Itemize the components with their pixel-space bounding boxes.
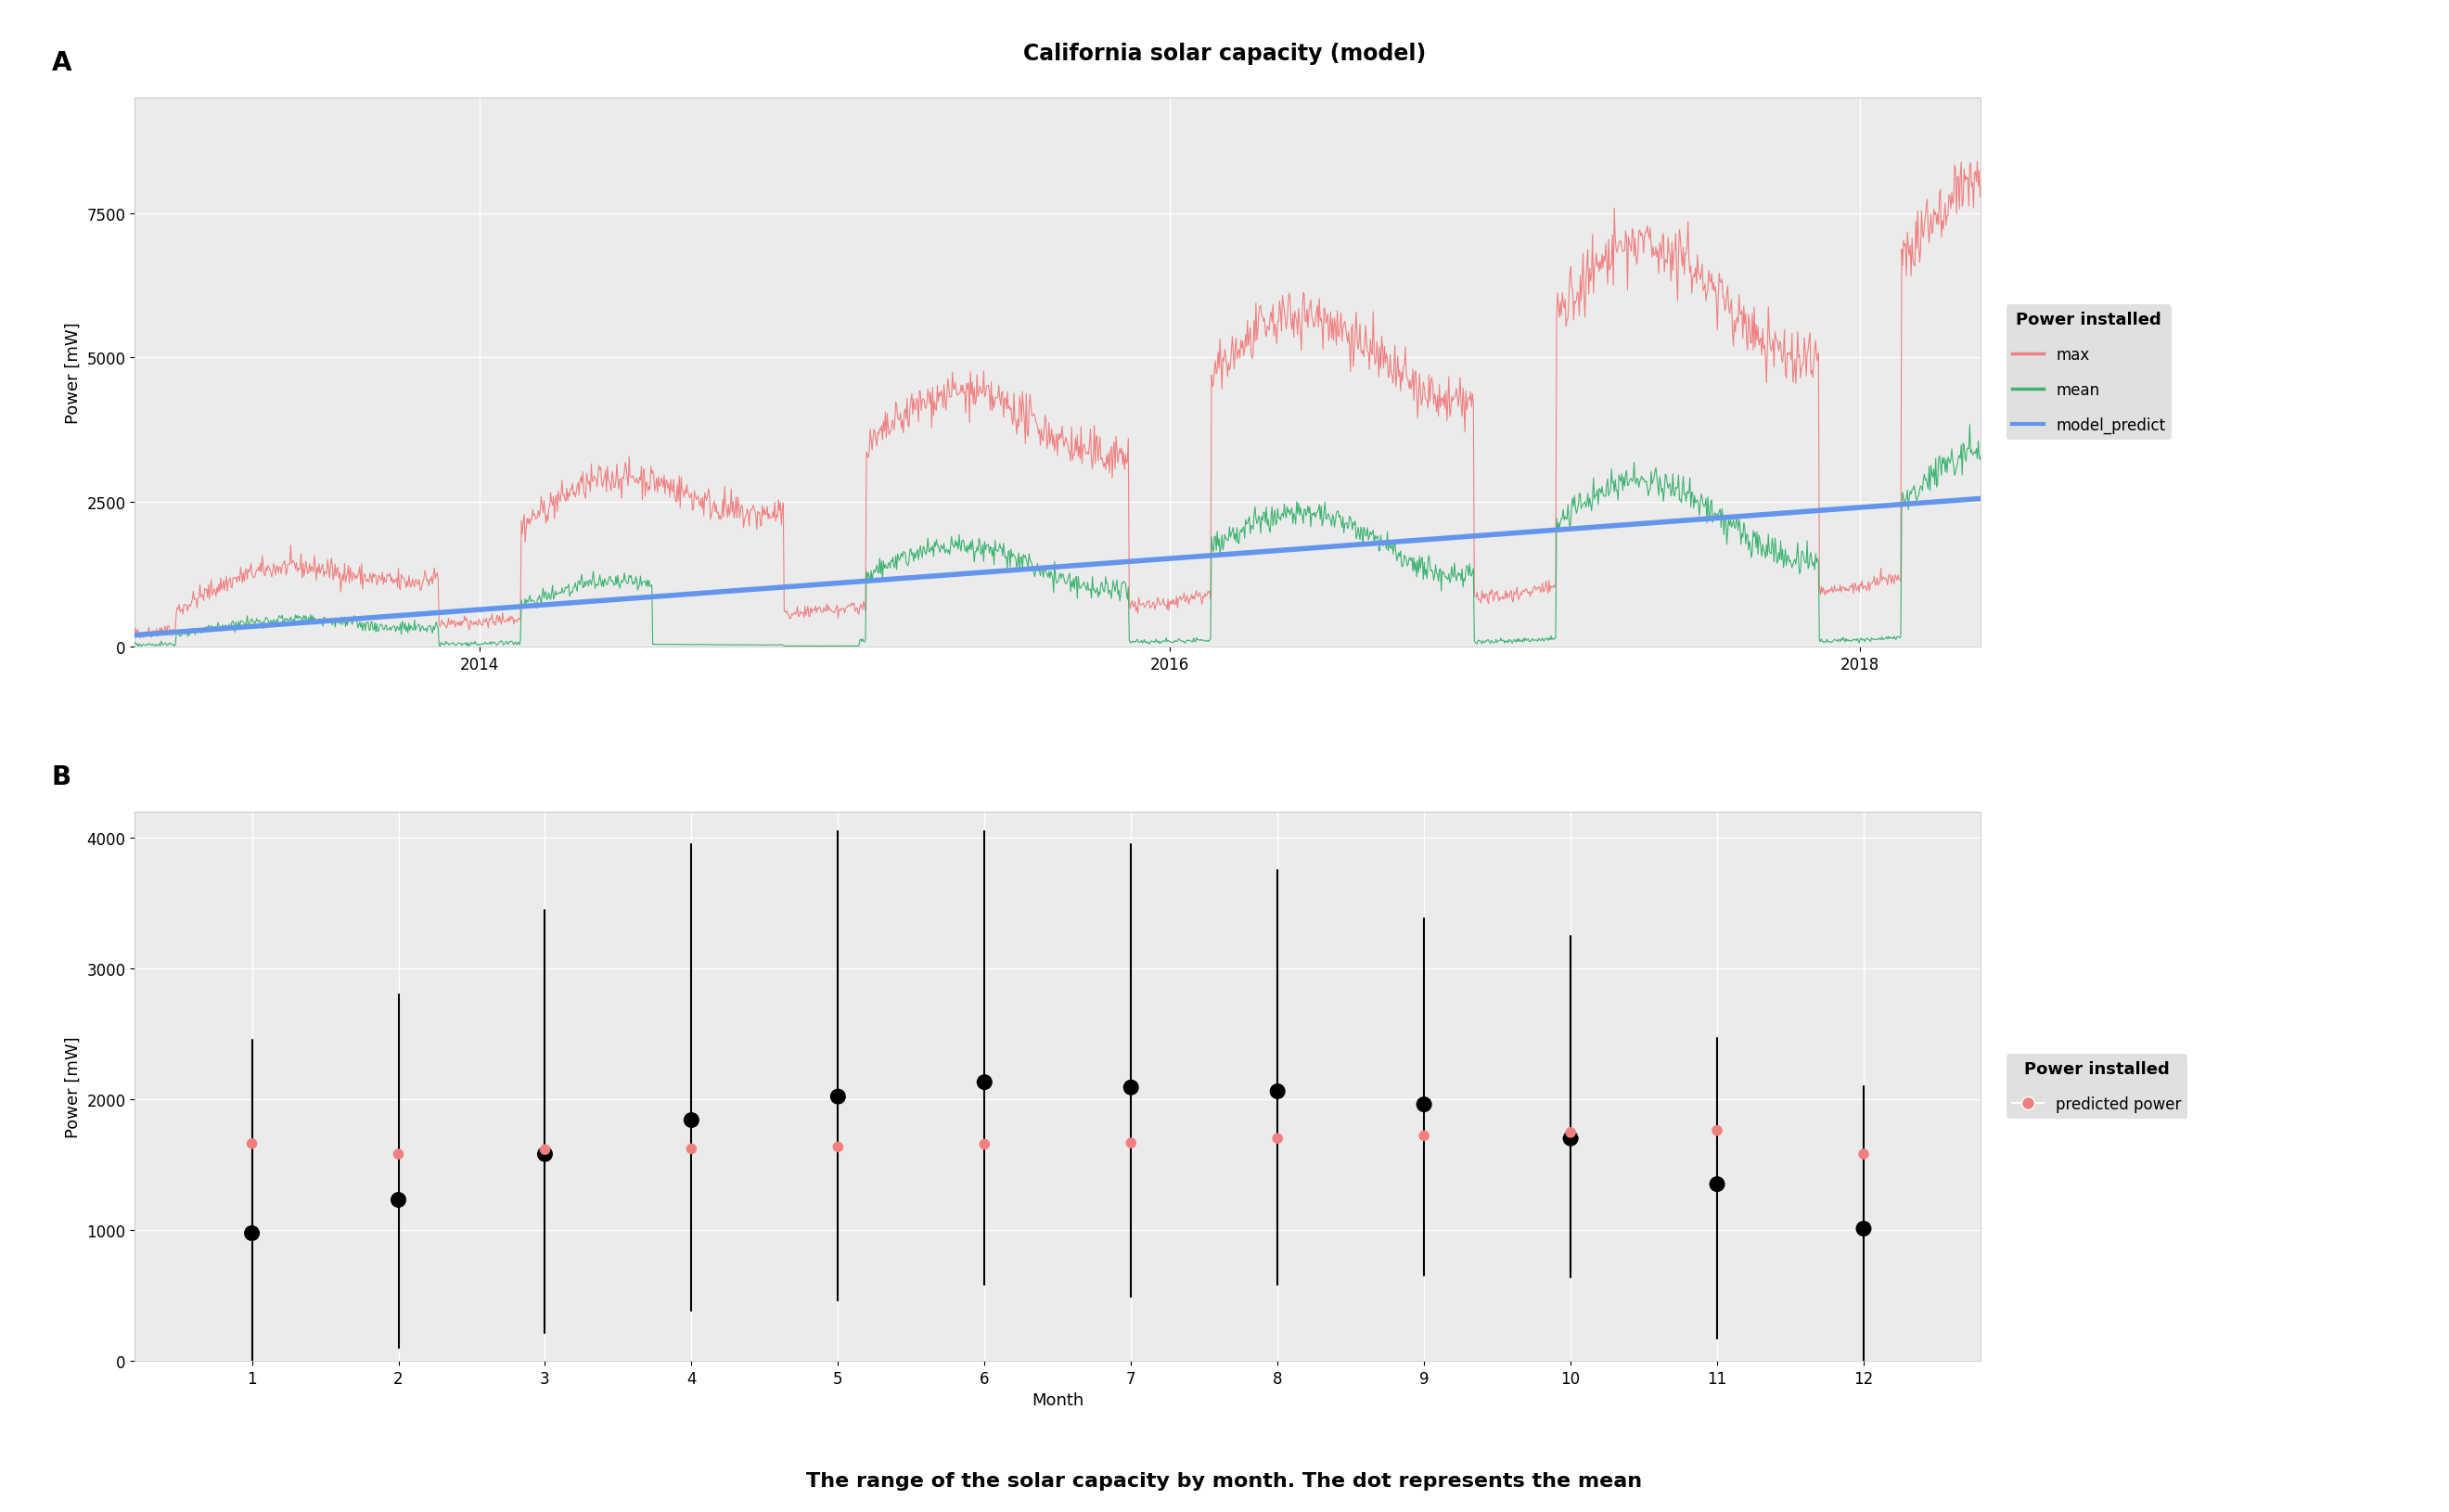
Point xyxy=(1697,1119,1736,1143)
Text: A: A xyxy=(51,50,71,76)
Point xyxy=(1112,1075,1151,1099)
Point xyxy=(1403,1093,1442,1117)
Point xyxy=(1259,1126,1298,1151)
Point xyxy=(671,1108,710,1132)
Text: The range of the solar capacity by month. The dot represents the mean: The range of the solar capacity by month… xyxy=(806,1471,1643,1489)
Point xyxy=(1844,1217,1883,1241)
Text: California solar capacity (model): California solar capacity (model) xyxy=(1024,42,1425,65)
Point xyxy=(527,1137,566,1161)
X-axis label: Month: Month xyxy=(1031,1391,1085,1408)
Point xyxy=(233,1132,272,1157)
Point xyxy=(1403,1123,1442,1148)
Point xyxy=(380,1188,419,1213)
Point xyxy=(818,1084,857,1108)
Point xyxy=(1550,1126,1589,1151)
Point xyxy=(965,1070,1004,1095)
Point xyxy=(1844,1142,1883,1166)
Legend: max, mean, model_predict: max, mean, model_predict xyxy=(2006,305,2172,440)
Point xyxy=(965,1132,1004,1157)
Text: B: B xyxy=(51,764,71,789)
Point xyxy=(1550,1120,1589,1145)
Point xyxy=(671,1137,710,1161)
Point xyxy=(527,1142,566,1166)
Point xyxy=(818,1136,857,1160)
Point xyxy=(233,1222,272,1246)
Point xyxy=(1697,1172,1736,1196)
Y-axis label: Power [mW]: Power [mW] xyxy=(64,322,81,423)
Legend: predicted power: predicted power xyxy=(2006,1054,2187,1119)
Point xyxy=(380,1142,419,1166)
Point xyxy=(1259,1080,1298,1104)
Y-axis label: Power [mW]: Power [mW] xyxy=(64,1036,81,1137)
Point xyxy=(1112,1131,1151,1155)
